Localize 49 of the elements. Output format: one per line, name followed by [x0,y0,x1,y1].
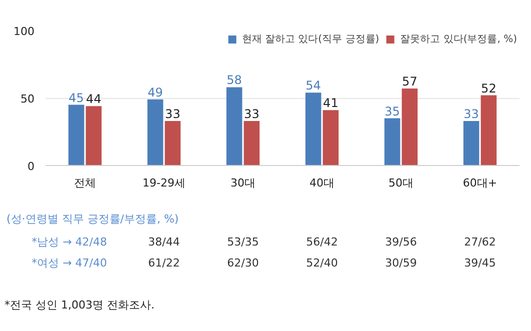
data-label: 57 [402,74,418,89]
legend-label: 잘못하고 있다(부정률, %) [400,33,517,46]
bar [86,106,102,166]
text: 38/44 [148,236,180,248]
data-label: 33 [244,106,260,121]
bar [305,92,322,166]
x-tick-label: 60대+ [462,176,498,190]
text: 27/62 [464,236,496,248]
text: 52/40 [306,256,338,270]
data-label: 33 [464,106,479,121]
y-tick-label: 100 [14,25,35,38]
data-label: 44 [86,92,102,106]
data-label: 33 [165,106,180,121]
x-tick-label: 19-29세 [142,176,186,190]
bar [164,120,181,166]
y-tick-label: 50 [20,92,35,106]
bar [480,95,497,166]
bar [463,120,480,166]
text: 56/42 [306,236,338,248]
text: 62/30 [227,256,259,270]
legend-label: 현재 잘하고 있다(직무 긍정률) [242,33,380,46]
text: 39/56 [385,236,417,248]
bar [402,88,418,166]
bar [244,120,260,166]
data-label: 52 [481,81,496,96]
text: 39/45 [464,256,496,270]
bar [226,87,242,166]
text: *남성 → 42/48 [32,236,108,248]
data-label: 41 [323,96,338,110]
x-tick-label: 40대 [310,176,334,190]
text: 30/59 [385,256,417,270]
bar [147,99,164,166]
data-label: 35 [384,104,400,118]
data-label: 49 [148,85,163,100]
data-label: 58 [226,73,242,88]
x-tick-label: 30대 [230,176,256,190]
bar [384,118,400,166]
data-label: 54 [306,78,321,93]
text: *전국 성인 1,003명 전화조사. [4,298,154,312]
x-tick-label: 50대 [388,176,414,190]
data-label: 45 [68,90,84,105]
text: (성·연령별 직무 긍정률/부정률, %) [6,212,179,226]
text: 53/35 [227,236,259,248]
text: 61/22 [148,256,180,270]
bar [68,104,84,166]
text: *여성 → 47/40 [32,256,108,270]
bar [322,110,339,166]
x-tick-label: 전체 [74,176,96,190]
y-tick-label: 0 [28,160,34,173]
